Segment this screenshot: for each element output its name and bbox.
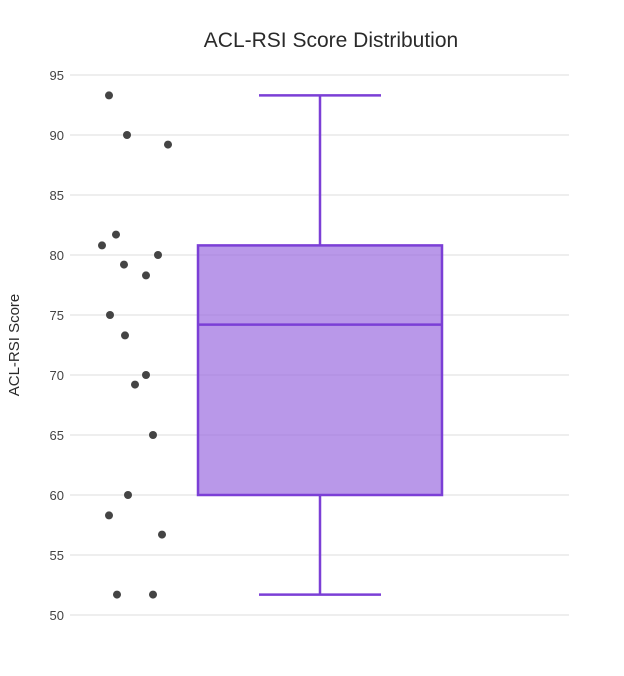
data-point (105, 511, 113, 520)
y-tick-label-95: 95 (50, 68, 64, 83)
data-point (142, 371, 150, 379)
data-point (112, 230, 120, 239)
data-point (105, 91, 113, 100)
y-tick-label-85: 85 (50, 188, 64, 203)
y-tick-label-65: 65 (50, 428, 64, 443)
data-point (123, 131, 131, 139)
data-points (98, 91, 172, 599)
data-point (124, 491, 132, 499)
data-point (142, 271, 150, 280)
y-tick-label-70: 70 (50, 368, 64, 383)
y-tick-label-80: 80 (50, 248, 64, 263)
y-tick-label-90: 90 (50, 128, 64, 143)
data-point (121, 331, 129, 340)
data-point (149, 590, 157, 599)
y-axis-label: ACL-RSI Score (6, 294, 23, 397)
data-point (106, 311, 114, 319)
box-element (196, 94, 444, 596)
data-point (113, 590, 121, 599)
data-point (164, 140, 172, 149)
y-tick-label-75: 75 (50, 308, 64, 323)
data-point (154, 251, 162, 259)
data-point (149, 431, 157, 439)
y-tick-label-60: 60 (50, 488, 64, 503)
data-point (120, 260, 128, 269)
y-tick-labels: 50 55 60 65 70 75 80 85 90 95 (50, 68, 64, 623)
y-tick-label-50: 50 (50, 608, 64, 623)
y-tick-label-55: 55 (50, 548, 64, 563)
chart-title: ACL-RSI Score Distribution (204, 29, 458, 52)
iqr-box (196, 244, 444, 497)
data-point (98, 241, 106, 250)
data-point (131, 380, 139, 389)
data-point (158, 530, 166, 539)
